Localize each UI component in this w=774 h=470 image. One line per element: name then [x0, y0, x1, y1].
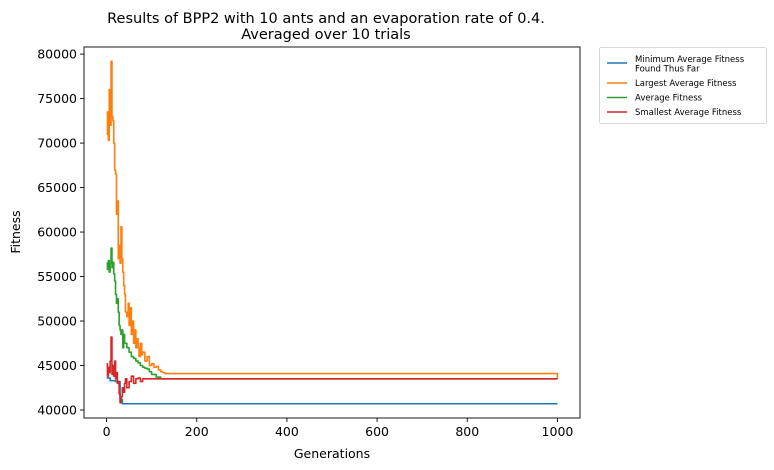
chart-subtitle: Averaged over 10 trials [241, 27, 411, 43]
y-tick-label: 45000 [37, 358, 77, 373]
y-axis-label: Fitness [8, 210, 23, 253]
y-axis: 40000 45000 50000 55000 60000 65000 70000 75000… [37, 47, 84, 417]
x-axis-label: Generations [294, 446, 370, 461]
series-line-0 [106, 377, 558, 405]
legend: Minimum Average Fitness Found Thus Far Lar… [599, 47, 767, 124]
plot-lines [106, 60, 559, 405]
y-tick-label: 55000 [37, 269, 77, 284]
legend-label-2: Average Fitness [635, 94, 703, 104]
legend-label-3: Smallest Average Fitness [635, 108, 742, 118]
x-tick-label: 1000 [542, 424, 574, 439]
series-line-1 [106, 60, 559, 379]
y-tick-label: 50000 [37, 314, 77, 329]
x-tick-label: 400 [275, 424, 299, 439]
legend-frame [599, 47, 767, 124]
y-tick-label: 40000 [37, 402, 77, 417]
x-axis: 0 200 400 600 800 1000 [103, 418, 574, 439]
y-tick-label: 75000 [37, 91, 77, 106]
x-tick-label: 600 [365, 424, 389, 439]
series-line-3 [106, 336, 558, 404]
y-tick-label: 60000 [37, 225, 77, 240]
x-tick-label: 800 [455, 424, 479, 439]
x-tick-label: 0 [103, 424, 111, 439]
x-tick-label: 200 [185, 424, 209, 439]
series-line-2 [106, 247, 558, 380]
y-tick-label: 80000 [37, 47, 77, 62]
plot-frame [83, 46, 581, 419]
y-tick-label: 65000 [37, 180, 77, 195]
chart-title: Results of BPP2 with 10 ants and an evap… [107, 11, 545, 27]
y-tick-label: 70000 [37, 136, 77, 151]
legend-label-1: Largest Average Fitness [635, 79, 737, 89]
legend-label-0: Minimum Average Fitness Found Thus Far [635, 55, 745, 75]
